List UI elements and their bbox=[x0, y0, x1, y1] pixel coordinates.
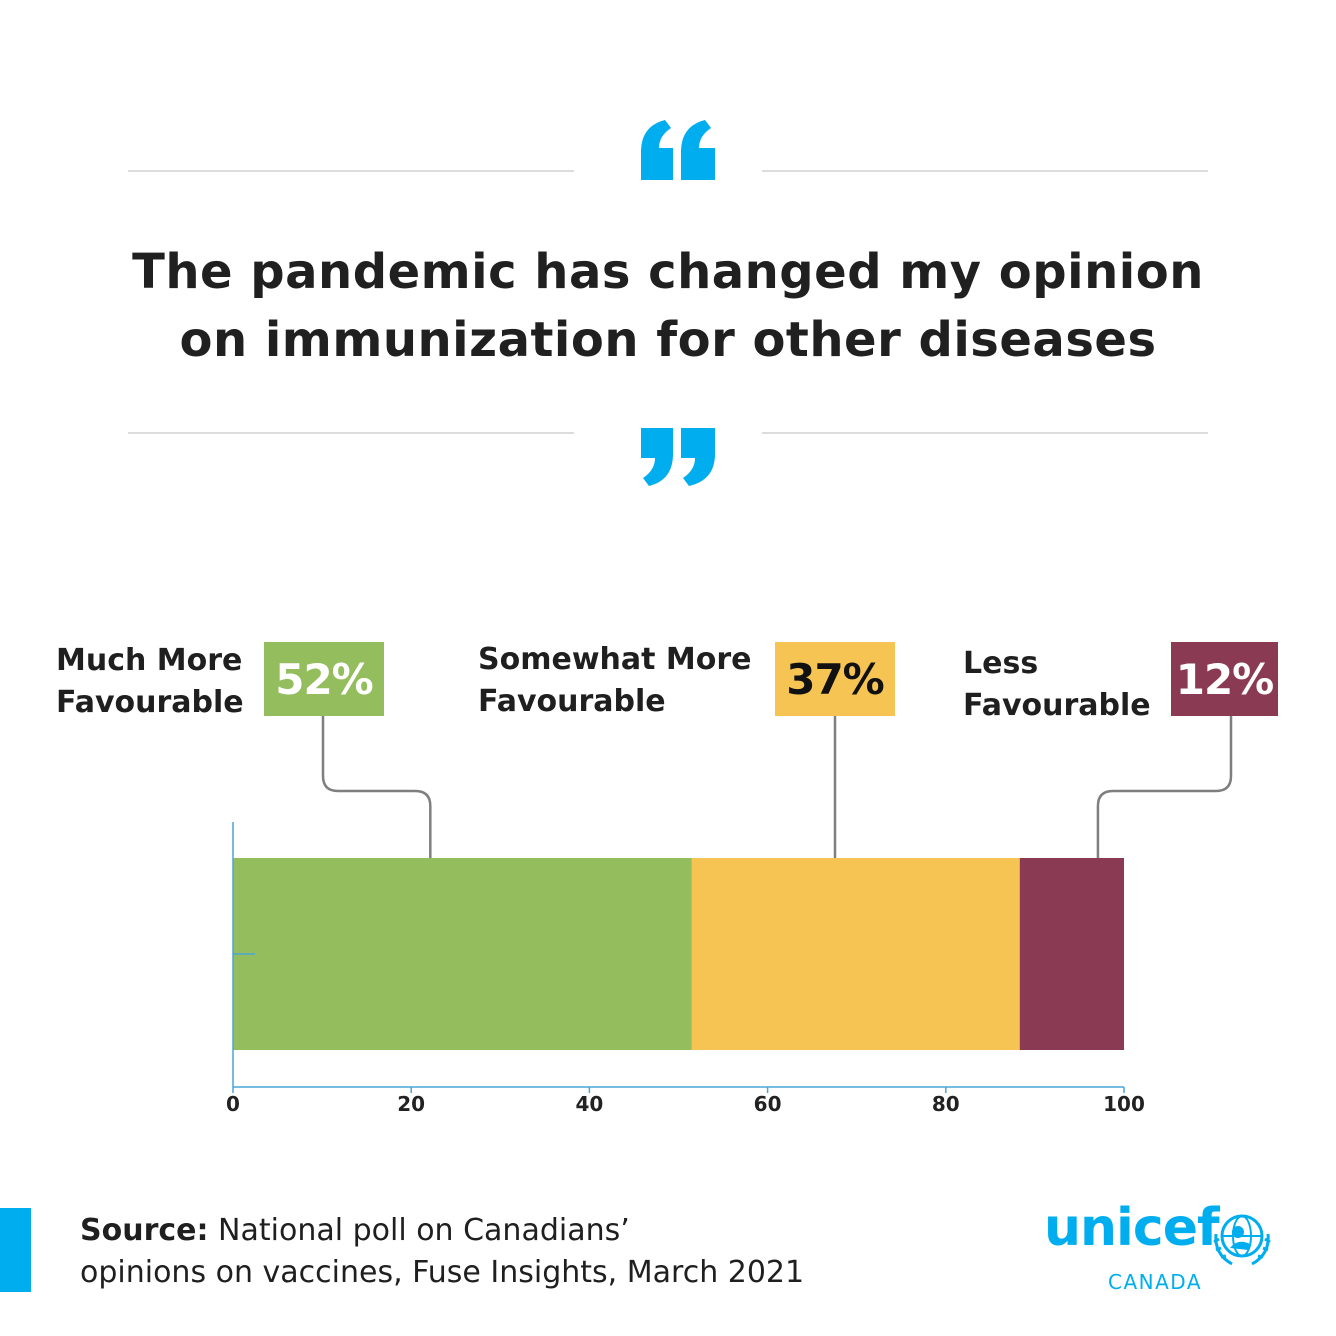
title-line-1: The pandemic has changed my opinion bbox=[132, 244, 1204, 300]
connector-much-more bbox=[321, 716, 432, 864]
x-tick-label: 60 bbox=[754, 1092, 782, 1116]
label-somewhat-more-line2: Favourable bbox=[478, 684, 666, 719]
open-quote-icon bbox=[641, 120, 715, 180]
source-line-2: opinions on vaccines, Fuse Insights, Mar… bbox=[80, 1255, 805, 1290]
page-title: The pandemic has changed my opinion on i… bbox=[60, 238, 1276, 374]
unicef-emblem-icon bbox=[1213, 1214, 1271, 1266]
label-less: Less Favourable bbox=[963, 643, 1151, 727]
source-line-1: Source: National poll on Canadians’ bbox=[80, 1210, 940, 1252]
x-tick-label: 80 bbox=[932, 1092, 960, 1116]
top-right-divider bbox=[762, 170, 1208, 172]
x-axis: 0 20 40 60 80 100 bbox=[226, 822, 1145, 1116]
x-tick-label: 0 bbox=[226, 1092, 240, 1116]
bottom-right-divider bbox=[762, 432, 1208, 434]
percent-badge-somewhat-more: 37% bbox=[775, 642, 895, 716]
title-line-2: on immunization for other diseases bbox=[179, 312, 1157, 368]
unicef-logo-wordmark: unicef bbox=[1044, 1198, 1220, 1258]
connector-less bbox=[1096, 716, 1233, 862]
bar-segment-less bbox=[1019, 858, 1124, 1050]
source-note: Source: National poll on Canadians’ opin… bbox=[80, 1210, 940, 1294]
percent-badge-less: 12% bbox=[1171, 642, 1278, 716]
label-much-more-line1: Much More bbox=[56, 643, 243, 678]
source-label: Source: bbox=[80, 1213, 209, 1248]
label-somewhat-more-line1: Somewhat More bbox=[478, 642, 752, 677]
label-less-line2: Favourable bbox=[963, 688, 1151, 723]
label-less-line1: Less bbox=[963, 646, 1039, 681]
stacked-bar-chart: 0 20 40 60 80 100 bbox=[226, 716, 1233, 1116]
connector-lines bbox=[321, 716, 1233, 864]
label-much-more: Much More Favourable bbox=[56, 640, 244, 724]
x-tick-label: 40 bbox=[575, 1092, 603, 1116]
label-much-more-line2: Favourable bbox=[56, 685, 244, 720]
bar-segments bbox=[233, 858, 1124, 1050]
source-text-1: National poll on Canadians’ bbox=[218, 1213, 630, 1248]
close-quote-icon bbox=[641, 428, 715, 486]
accent-bar bbox=[0, 1208, 31, 1292]
bar-segment-somewhat-more bbox=[691, 858, 1020, 1050]
bottom-left-divider bbox=[128, 432, 574, 434]
x-tick-label: 20 bbox=[397, 1092, 425, 1116]
percent-badge-much-more: 52% bbox=[264, 642, 384, 716]
x-tick-label: 100 bbox=[1103, 1092, 1145, 1116]
top-left-divider bbox=[128, 170, 574, 172]
unicef-logo-canada: CANADA bbox=[1108, 1270, 1203, 1294]
bar-segment-much-more bbox=[233, 858, 692, 1050]
label-somewhat-more: Somewhat More Favourable bbox=[478, 639, 752, 723]
